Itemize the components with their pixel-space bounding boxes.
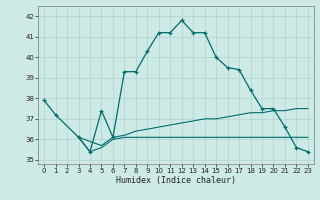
X-axis label: Humidex (Indice chaleur): Humidex (Indice chaleur): [116, 176, 236, 185]
